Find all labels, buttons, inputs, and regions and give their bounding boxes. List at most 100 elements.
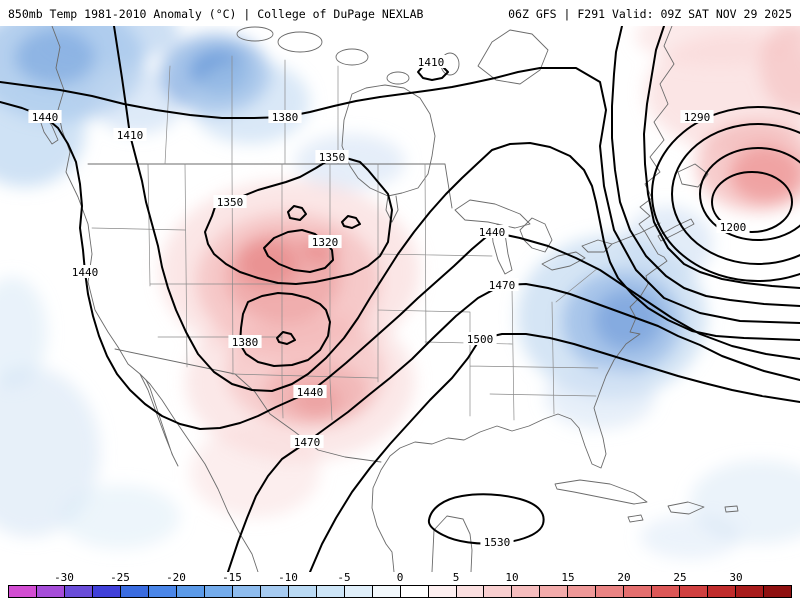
contour-label: 1530 (484, 536, 511, 549)
contour-ring-1200 (711, 171, 793, 233)
contour-label-bg (228, 335, 262, 348)
arctic-island (335, 48, 369, 66)
arctic-island (277, 31, 323, 53)
lake-erie (541, 251, 586, 271)
contour-layer (0, 26, 800, 572)
lake-ontario (581, 239, 613, 253)
colorbar-segment (736, 586, 765, 597)
contour-label-bg (480, 535, 514, 548)
contour-label: 1410 (117, 129, 144, 142)
model-valid-time: 06Z GFS | F291 Valid: 09Z SAT NOV 29 202… (508, 7, 792, 21)
cold-anomaly-ocean-patches (0, 277, 800, 559)
contour-label: 1440 (72, 266, 99, 279)
map-area: 1440 1410 1380 1350 1350 1320 1440 1380 1440 1470… (0, 26, 800, 572)
contour-label: 1470 (489, 279, 516, 292)
contour-label-bg (113, 128, 147, 141)
colorbar-tick: -10 (278, 571, 298, 584)
colorbar-segment (204, 586, 233, 597)
contour-line-1410 (113, 26, 800, 392)
contour-label-bg (293, 385, 327, 398)
anomaly-colorbar: -30 -25 -20 -15 -10 -5 0 5 10 15 20 25 30 (8, 571, 792, 600)
colorbar-segment (372, 586, 401, 597)
contour-label: 1290 (684, 111, 711, 124)
southampton-island (386, 71, 410, 85)
colorbar-segment (596, 586, 625, 597)
colorbar-tick-row: -30 -25 -20 -15 -10 -5 0 5 10 15 20 25 30 (8, 571, 792, 585)
contour-labels-layer: 1440 1410 1380 1350 1350 1320 1440 1380 1440 1470… (28, 55, 750, 549)
contour-label: 1410 (418, 56, 445, 69)
contour-label-bg (213, 195, 247, 208)
colorbar-segment (148, 586, 177, 597)
cold-anomaly-southeast (517, 206, 713, 429)
colorbar-tick: -30 (54, 571, 74, 584)
colorbar-segment (64, 586, 93, 597)
colorbar-segment (708, 586, 737, 597)
colorbar-segment (764, 586, 792, 597)
hispaniola (667, 501, 705, 515)
contour-label-bg (716, 220, 750, 233)
baja-peninsula (139, 373, 179, 467)
anomaly-shading-layer (0, 26, 800, 559)
colorbar-tick: -25 (110, 571, 130, 584)
colorbar-tick: -20 (166, 571, 186, 584)
contour-label-bg (68, 265, 102, 278)
warm-anomaly-central-us (160, 180, 420, 518)
puerto-rico (724, 505, 739, 513)
terrain-squiggle (276, 205, 361, 345)
baffin-island (477, 29, 549, 85)
colorbar-tick: -5 (337, 571, 351, 584)
contour-label-bg (463, 332, 497, 345)
weather-map-svg: 1440 1410 1380 1350 1350 1320 1440 1380 1440 1470… (0, 26, 800, 572)
arctic-island (236, 26, 274, 42)
colorbar-segment (344, 586, 373, 597)
contour-ring-1260 (671, 123, 800, 265)
colorbar-segment (624, 586, 653, 597)
northeast-low-rings (651, 106, 800, 282)
colorbar-segment (456, 586, 485, 597)
colorbar-tick: 5 (452, 571, 460, 584)
colorbar-segment (260, 586, 289, 597)
contour-label-bg (290, 435, 324, 448)
contour-line-1500 (309, 333, 800, 572)
colorbar-segment (316, 586, 345, 597)
contour-label: 1440 (32, 111, 59, 124)
contour-label-bg (680, 110, 714, 123)
contour-label: 1440 (479, 226, 506, 239)
contour-label-bg (485, 278, 519, 291)
colorbar-segment (512, 586, 541, 597)
contour-label-bg (315, 150, 349, 163)
contour-ring-1530 (427, 493, 545, 545)
colorbar-segment (120, 586, 149, 597)
warm-anomaly-northeast (635, 26, 800, 212)
lake-superior (454, 199, 531, 229)
contour-wrap-1350 (611, 26, 800, 307)
jamaica (627, 514, 644, 523)
colorbar-segment (36, 586, 65, 597)
colorbar-segment (92, 586, 121, 597)
colorbar-bar (8, 585, 792, 598)
contour-line-1380 (0, 67, 800, 324)
colorbar-segment (568, 586, 597, 597)
colorbar-tick: 0 (396, 571, 404, 584)
colorbar-segment (540, 586, 569, 597)
contour-label: 1380 (272, 111, 299, 124)
cold-anomaly-northwest (0, 26, 183, 187)
lake-huron (519, 217, 553, 253)
contour-wrap-1320 (643, 26, 800, 289)
colorbar-segment (484, 586, 513, 597)
contour-ring-1320-rockies (263, 229, 334, 273)
contour-label: 1320 (312, 236, 339, 249)
contour-label: 1200 (720, 221, 747, 234)
us-canada-border (87, 163, 661, 245)
us-mexico-border (114, 348, 382, 463)
contour-label: 1380 (232, 336, 259, 349)
header-bar: 850mb Temp 1981-2010 Anomaly (°C) | Coll… (0, 0, 800, 26)
colorbar-segment (9, 586, 37, 597)
colorbar-segment (232, 586, 261, 597)
atlantic-gulf-coastline (371, 26, 675, 572)
colorbar-segment (680, 586, 709, 597)
contour-label: 1350 (319, 151, 346, 164)
contour-ring-1290 (651, 106, 800, 282)
contour-line-1470 (227, 283, 800, 572)
contour-label-bg (268, 110, 302, 123)
